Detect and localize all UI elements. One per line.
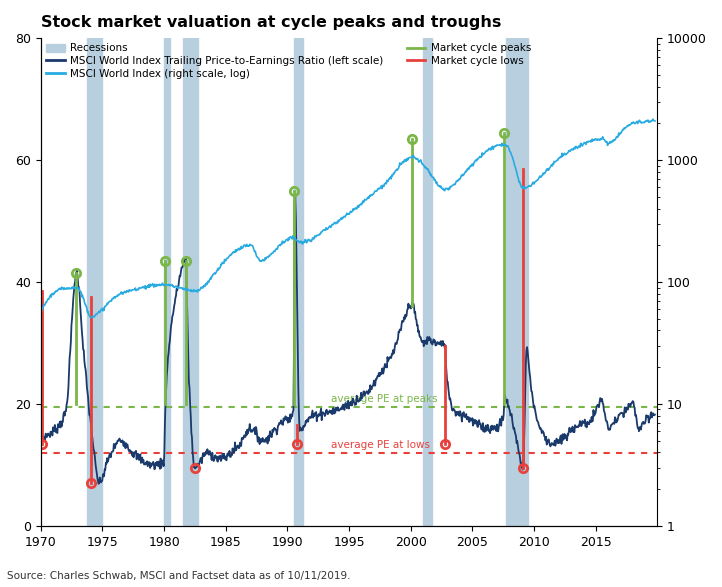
Bar (164, 38, 170, 526)
Legend: Market cycle peaks, Market cycle lows: Market cycle peaks, Market cycle lows (406, 43, 531, 66)
Bar (87, 38, 103, 526)
Bar (294, 38, 303, 526)
Bar (183, 38, 198, 526)
Bar (506, 38, 528, 526)
Bar (423, 38, 432, 526)
Text: Source: Charles Schwab, MSCI and Factset data as of 10/11/2019.: Source: Charles Schwab, MSCI and Factset… (7, 571, 351, 581)
Text: Stock market valuation at cycle peaks and troughs: Stock market valuation at cycle peaks an… (40, 15, 501, 30)
Text: average PE at lows: average PE at lows (331, 440, 430, 450)
Text: average PE at peaks: average PE at peaks (331, 394, 438, 404)
